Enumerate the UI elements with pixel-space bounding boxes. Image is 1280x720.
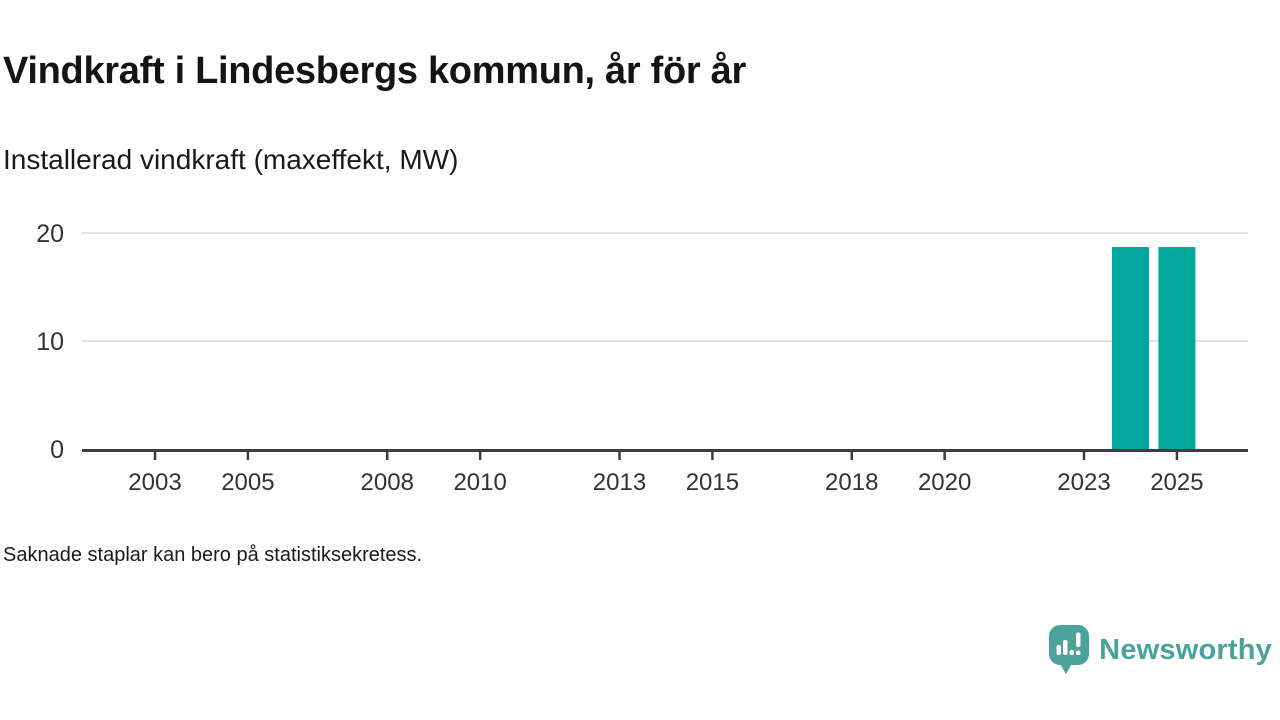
x-tick-label: 2023 (1057, 469, 1110, 496)
y-axis-label: 20 (36, 220, 64, 248)
x-tick-label: 2008 (361, 469, 414, 496)
newsworthy-bubble-icon (1049, 625, 1090, 674)
x-tick-label: 2005 (221, 469, 274, 496)
x-tick-label: 2020 (918, 469, 971, 496)
x-tick-label: 2013 (593, 469, 646, 496)
bar-2024 (1111, 247, 1149, 449)
x-tick-label: 2015 (686, 469, 739, 496)
y-axis-label: 0 (50, 436, 64, 464)
x-tick-label: 2010 (453, 469, 506, 496)
newsworthy-wordmark: Newsworthy (1099, 633, 1272, 666)
chart-subtitle: Installerad vindkraft (maxeffekt, MW) (3, 144, 459, 175)
x-tick-label: 2018 (825, 469, 878, 496)
bar-2025 (1158, 247, 1196, 449)
footnote: Saknade staplar kan bero på statistiksek… (3, 544, 423, 566)
chart-title: Vindkraft i Lindesbergs kommun, år för å… (3, 50, 746, 92)
x-tick-label: 2003 (128, 469, 181, 496)
newsworthy-logo: Newsworthy (1048, 624, 1272, 676)
x-tick-label: 2025 (1150, 469, 1203, 496)
y-axis-label: 10 (36, 328, 64, 356)
